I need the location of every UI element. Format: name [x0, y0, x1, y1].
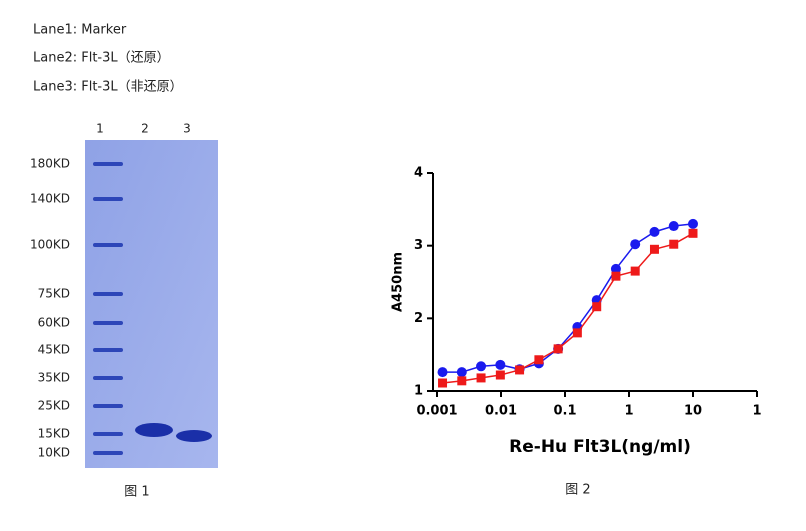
marker-label: 140KD [30, 192, 70, 206]
marker-label: 75KD [38, 287, 70, 301]
x-tick-label: 1 [624, 404, 633, 419]
marker-label: 45KD [38, 343, 70, 357]
marker-label: 25KD [38, 399, 70, 413]
x-tick-label: 0.001 [416, 404, 457, 419]
point [669, 239, 679, 249]
point [515, 365, 525, 375]
point [495, 359, 506, 370]
point [611, 271, 621, 281]
y-tick-label: 1 [414, 384, 423, 399]
y-tick-label: 2 [414, 311, 423, 326]
marker-label: 10KD [38, 446, 70, 460]
y-tick-label: 4 [414, 166, 423, 181]
point [688, 228, 698, 238]
gel-image [85, 140, 218, 468]
point [495, 370, 505, 380]
y-tick-label: 3 [414, 238, 423, 253]
legend-line: Lane1: Marker [33, 23, 127, 38]
point [534, 355, 544, 365]
marker-label: 100KD [30, 238, 70, 252]
caption: 图 1 [124, 485, 149, 500]
point [553, 344, 563, 354]
lane-label: 2 [141, 122, 149, 136]
marker-label: 180KD [30, 157, 70, 171]
series-line [442, 232, 694, 384]
point [437, 367, 448, 378]
marker-label: 60KD [38, 316, 70, 330]
point [476, 361, 487, 372]
point [476, 373, 486, 383]
point [610, 263, 621, 274]
x-tick-label: 1 [752, 404, 761, 419]
lane-label: 3 [183, 122, 191, 136]
x-tick-label: 10 [684, 404, 702, 419]
x-tick-label: 0.01 [485, 404, 517, 419]
point [457, 376, 467, 386]
marker-label: 15KD [38, 427, 70, 441]
x-axis-label: Re-Hu Flt3L(ng/ml) [509, 437, 691, 457]
legend-line: Lane3: Flt-3L（非还原） [33, 80, 183, 95]
point [668, 221, 679, 232]
point [688, 218, 698, 229]
point [592, 302, 602, 312]
point [438, 378, 448, 388]
legend-line: Lane2: Flt-3L（还原） [33, 51, 170, 66]
x-tick-label: 0.1 [553, 404, 576, 419]
point [630, 239, 641, 250]
marker-label: 35KD [38, 371, 70, 385]
point [572, 328, 582, 338]
point [649, 244, 659, 254]
point [649, 226, 660, 237]
point [456, 367, 467, 378]
y-axis-label: A450nm [391, 252, 406, 312]
point [630, 266, 640, 276]
lane-label: 1 [96, 122, 104, 136]
caption: 图 2 [565, 483, 590, 498]
